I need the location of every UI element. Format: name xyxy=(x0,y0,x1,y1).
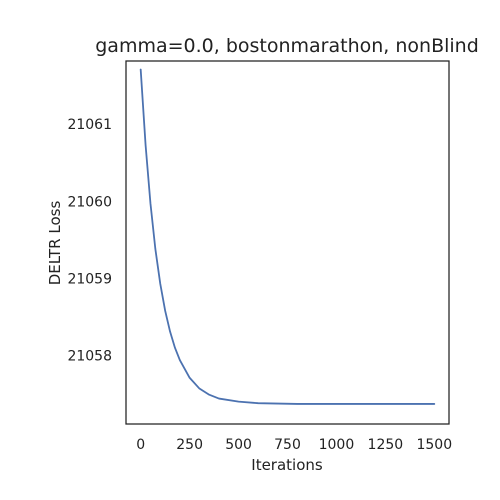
y-tick-label: 21060 xyxy=(67,194,112,210)
y-tick-label: 21061 xyxy=(67,117,112,133)
x-tick-label: 250 xyxy=(176,437,203,453)
x-tick-label: 0 xyxy=(136,437,145,453)
x-tick-label: 1000 xyxy=(319,437,355,453)
y-tick-label: 21059 xyxy=(67,271,112,287)
x-tick-label: 750 xyxy=(274,437,301,453)
y-axis-label: DELTR Loss xyxy=(46,201,64,286)
x-tick-label: 1500 xyxy=(416,437,452,453)
x-tick-label: 500 xyxy=(225,437,252,453)
chart-title: gamma=0.0, bostonmarathon, nonBlind xyxy=(95,35,479,57)
x-tick-label: 1250 xyxy=(368,437,404,453)
x-axis-label: Iterations xyxy=(251,456,323,474)
y-tick-label: 21058 xyxy=(67,348,112,364)
